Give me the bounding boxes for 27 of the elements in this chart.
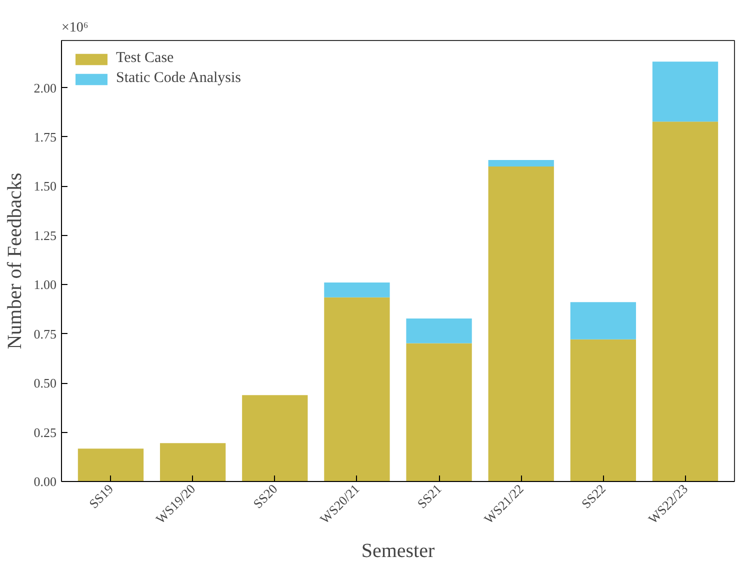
bar (160, 443, 226, 482)
bar (406, 318, 472, 344)
bar (242, 395, 308, 482)
y-axis-title: Number of Feedbacks (4, 172, 26, 350)
bar (406, 343, 472, 482)
bar (78, 448, 144, 482)
bar (570, 302, 636, 340)
legend-label: Test Case (116, 50, 174, 67)
y-tick-label: 1.75 (34, 129, 56, 144)
y-tick-label: 1.50 (34, 178, 56, 194)
y-tick-label: 1.25 (34, 228, 56, 243)
y-tick-label: 2.00 (34, 80, 56, 96)
bar (324, 282, 390, 298)
y-tick-label: 0.00 (34, 474, 56, 489)
bar (488, 160, 554, 166)
text: ×10⁶ (62, 20, 88, 36)
y-tick-label: 0.25 (34, 424, 56, 440)
bar (570, 339, 636, 482)
x-axis-title: Semester (361, 540, 435, 562)
y-tick-label: 1.00 (34, 277, 56, 292)
y-tick-label: 0.50 (34, 376, 56, 391)
bar (652, 122, 718, 482)
legend-label: Static Code Analysis (116, 70, 241, 87)
bar (652, 62, 718, 122)
y-tick-label: 0.75 (34, 326, 56, 342)
bar (324, 297, 390, 482)
bar (488, 166, 554, 482)
